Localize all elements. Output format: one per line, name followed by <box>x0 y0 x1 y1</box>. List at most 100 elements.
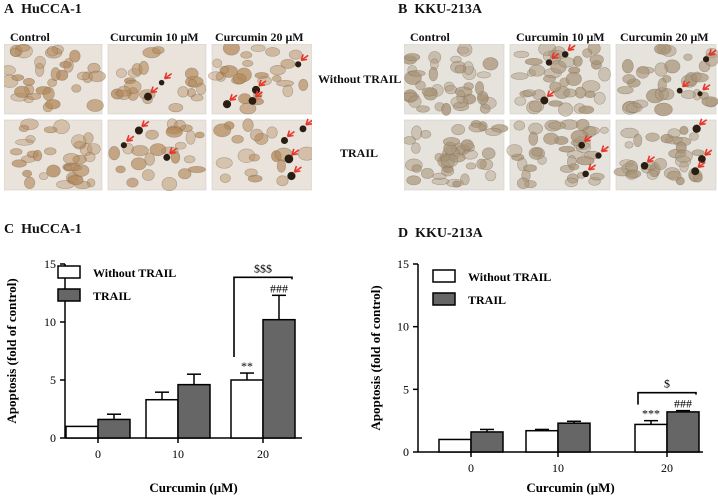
red-arrow-icon <box>546 90 555 98</box>
x-tick-label: 10 <box>172 447 184 461</box>
bar-trail <box>177 383 211 439</box>
red-arrow-icon <box>258 79 267 87</box>
red-arrow-icon <box>293 165 302 173</box>
bar-trail <box>97 418 131 439</box>
red-arrow-icon <box>305 118 312 126</box>
panel-a-micrographs <box>4 44 312 191</box>
y-tick-label: 15 <box>397 257 409 271</box>
panel-b-label: B KKU-213A <box>398 2 483 17</box>
micrograph-tile <box>208 44 312 115</box>
row-label-trail: TRAIL <box>340 146 379 160</box>
legend-label: TRAIL <box>468 293 506 307</box>
x-axis-label: Curcumin (μM) <box>526 480 614 495</box>
micrograph-tile <box>107 44 207 115</box>
significance-bracket <box>637 391 697 405</box>
panel-d-label: D KKU-213A <box>398 226 483 241</box>
red-arrow-icon <box>286 130 295 138</box>
significance-trail: ### <box>270 281 288 295</box>
red-arrow-icon <box>708 48 717 56</box>
panel-c-chart: 0 5 10 15 Apoptosis (fold of control) Curcumi… <box>4 257 302 495</box>
micrograph-tile <box>211 118 312 191</box>
panel-b-col-control: Control <box>410 30 450 44</box>
red-arrow-icon <box>163 72 173 80</box>
micrograph-tile <box>4 44 106 115</box>
panel-c-label: C HuCCA-1 <box>4 222 82 237</box>
panel-a-col-curcumin-10: Curcumin 10 μM <box>110 30 199 44</box>
legend-label: TRAIL <box>93 289 131 303</box>
red-arrow-icon <box>600 145 609 153</box>
bar-without-trail <box>438 438 472 453</box>
panel-d-chart: 0 5 10 15 Apoptosis (fold of control) Curcumi… <box>368 257 703 495</box>
row-label-without-trail: Without TRAIL <box>318 72 402 86</box>
micrograph-tile <box>506 118 611 191</box>
x-tick-label: 0 <box>95 447 101 461</box>
red-arrow-icon <box>291 148 300 156</box>
y-tick-label: 5 <box>403 382 409 396</box>
micrograph-tile <box>613 118 717 191</box>
red-arrow-icon <box>126 134 135 142</box>
y-axis-label: Apoptosis (fold of control) <box>4 278 19 423</box>
bar-without-trail <box>65 425 99 439</box>
red-arrow-icon <box>697 160 706 169</box>
significance-trail: ### <box>674 397 692 411</box>
red-arrow-icon <box>254 90 263 98</box>
y-tick-label: 0 <box>403 445 409 459</box>
y-tick-label: 10 <box>44 315 56 329</box>
bar-trail <box>666 411 700 453</box>
micrograph-tile <box>107 118 207 191</box>
bar-without-trail <box>634 423 668 453</box>
red-arrow-icon <box>141 120 150 128</box>
red-arrow-icon <box>300 54 309 62</box>
red-arrow-icon <box>704 148 713 156</box>
legend-swatch <box>57 288 81 302</box>
bar-without-trail <box>525 429 559 453</box>
red-arrow-icon <box>567 44 576 52</box>
y-tick-label: 15 <box>44 257 56 271</box>
bar-trail <box>557 422 591 453</box>
legend-swatch <box>432 292 456 306</box>
red-arrow-icon <box>702 83 711 91</box>
legend-label: Without TRAIL <box>93 266 176 280</box>
x-tick-label: 0 <box>468 461 474 475</box>
bar-without-trail <box>145 398 179 439</box>
micrograph-tile <box>4 118 103 191</box>
y-axis-label: Apoptosis (fold of control) <box>368 285 383 430</box>
red-arrow-icon <box>681 80 691 88</box>
red-arrow-icon <box>229 93 238 101</box>
bar-without-trail <box>230 379 264 439</box>
red-arrow-icon <box>150 86 159 94</box>
bar-trail <box>470 431 504 453</box>
micrograph-tile <box>404 119 509 191</box>
red-arrow-icon <box>646 155 656 163</box>
y-tick-label: 10 <box>397 320 409 334</box>
significance-bracket-label: $$$ <box>254 261 272 275</box>
micrograph-tile <box>615 44 718 117</box>
panel-a-label: A HuCCA-1 <box>4 2 82 17</box>
micrograph-tile <box>404 44 505 116</box>
legend-swatch <box>432 269 456 283</box>
significance-without-trail: *** <box>642 407 660 421</box>
legend-label: Without TRAIL <box>468 270 551 284</box>
y-tick-label: 5 <box>50 373 56 387</box>
red-arrow-icon <box>551 52 560 60</box>
panel-b-micrographs <box>404 44 718 191</box>
micrograph-tile <box>509 44 611 117</box>
legend-swatch <box>57 265 81 279</box>
y-tick-label: 0 <box>50 431 56 445</box>
x-tick-label: 20 <box>661 461 673 475</box>
panel-b-col-curcumin-20: Curcumin 20 μM <box>620 30 709 44</box>
significance-bracket-label: $ <box>664 377 670 391</box>
red-arrow-icon <box>698 118 708 126</box>
red-arrow-icon <box>587 163 597 171</box>
significance-without-trail: ** <box>241 359 253 373</box>
panel-a-col-curcumin-20: Curcumin 20 μM <box>215 30 304 44</box>
bar-trail <box>262 318 296 439</box>
panel-b-col-curcumin-10: Curcumin 10 μM <box>516 30 605 44</box>
significance-bracket <box>233 276 293 358</box>
x-axis-label: Curcumin (μM) <box>149 480 237 495</box>
red-arrow-icon <box>169 147 178 155</box>
panel-a-col-control: Control <box>10 30 50 44</box>
red-arrow-icon <box>583 135 593 143</box>
x-tick-label: 10 <box>552 461 564 475</box>
x-tick-label: 20 <box>257 447 269 461</box>
